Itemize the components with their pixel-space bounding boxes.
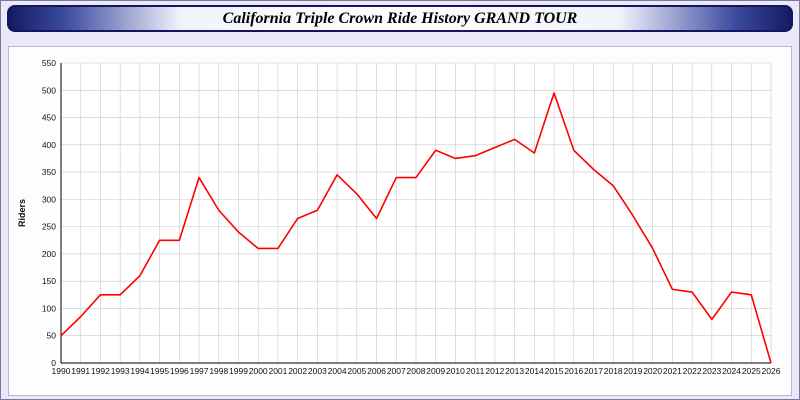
svg-text:400: 400 bbox=[42, 140, 56, 150]
svg-text:1997: 1997 bbox=[190, 366, 209, 376]
svg-text:2017: 2017 bbox=[584, 366, 603, 376]
svg-text:2011: 2011 bbox=[466, 366, 485, 376]
y-axis-title: Riders bbox=[17, 199, 27, 227]
riders-series-line bbox=[60, 92, 772, 364]
svg-text:1991: 1991 bbox=[71, 366, 90, 376]
svg-text:2010: 2010 bbox=[446, 366, 465, 376]
svg-text:2012: 2012 bbox=[485, 366, 504, 376]
svg-text:2019: 2019 bbox=[623, 366, 642, 376]
svg-text:1990: 1990 bbox=[52, 366, 71, 376]
svg-text:2023: 2023 bbox=[702, 366, 721, 376]
svg-text:1995: 1995 bbox=[150, 366, 169, 376]
svg-text:2008: 2008 bbox=[407, 366, 426, 376]
svg-text:2020: 2020 bbox=[643, 366, 662, 376]
svg-text:1998: 1998 bbox=[209, 366, 228, 376]
svg-text:2002: 2002 bbox=[288, 366, 307, 376]
svg-text:1992: 1992 bbox=[91, 366, 110, 376]
svg-text:550: 550 bbox=[42, 58, 56, 68]
svg-text:2015: 2015 bbox=[545, 366, 564, 376]
svg-text:350: 350 bbox=[42, 167, 56, 177]
svg-text:2000: 2000 bbox=[249, 366, 268, 376]
svg-text:2004: 2004 bbox=[328, 366, 347, 376]
svg-text:200: 200 bbox=[42, 249, 56, 259]
svg-text:1993: 1993 bbox=[111, 366, 130, 376]
svg-text:2016: 2016 bbox=[564, 366, 583, 376]
chart-panel: 1990 1991 1992 1993 1994 1995 1996 1997 1998 1999… bbox=[8, 46, 792, 396]
svg-text:2013: 2013 bbox=[505, 366, 524, 376]
svg-text:1996: 1996 bbox=[170, 366, 189, 376]
svg-text:2006: 2006 bbox=[367, 366, 386, 376]
svg-text:2021: 2021 bbox=[663, 366, 682, 376]
svg-text:500: 500 bbox=[42, 85, 56, 95]
riders-line-chart: 1990 1991 1992 1993 1994 1995 1996 1997 1998 1999… bbox=[17, 58, 781, 376]
svg-text:2022: 2022 bbox=[683, 366, 702, 376]
svg-text:2026: 2026 bbox=[762, 366, 781, 376]
page-title: California Triple Crown Ride History GRA… bbox=[222, 9, 578, 27]
x-grid-and-labels: 1990 1991 1992 1993 1994 1995 1996 1997 1998 1999… bbox=[52, 63, 781, 376]
svg-text:300: 300 bbox=[42, 194, 56, 204]
svg-text:2025: 2025 bbox=[742, 366, 761, 376]
svg-text:0: 0 bbox=[51, 358, 56, 368]
svg-text:2001: 2001 bbox=[268, 366, 287, 376]
svg-text:2005: 2005 bbox=[347, 366, 366, 376]
svg-text:2003: 2003 bbox=[308, 366, 327, 376]
svg-text:2014: 2014 bbox=[525, 366, 544, 376]
svg-text:50: 50 bbox=[47, 331, 57, 341]
svg-text:100: 100 bbox=[42, 303, 56, 313]
svg-text:1999: 1999 bbox=[229, 366, 248, 376]
svg-text:2024: 2024 bbox=[722, 366, 741, 376]
svg-text:1994: 1994 bbox=[130, 366, 149, 376]
svg-text:150: 150 bbox=[42, 276, 56, 286]
title-bar: California Triple Crown Ride History GRA… bbox=[7, 5, 793, 32]
svg-text:2007: 2007 bbox=[387, 366, 406, 376]
svg-text:450: 450 bbox=[42, 113, 56, 123]
y-grid-and-labels: 0 50 100 150 200 250 300 350 400 450 500 550 bbox=[42, 58, 771, 368]
svg-text:2009: 2009 bbox=[426, 366, 445, 376]
svg-text:2018: 2018 bbox=[604, 366, 623, 376]
svg-text:250: 250 bbox=[42, 222, 56, 232]
